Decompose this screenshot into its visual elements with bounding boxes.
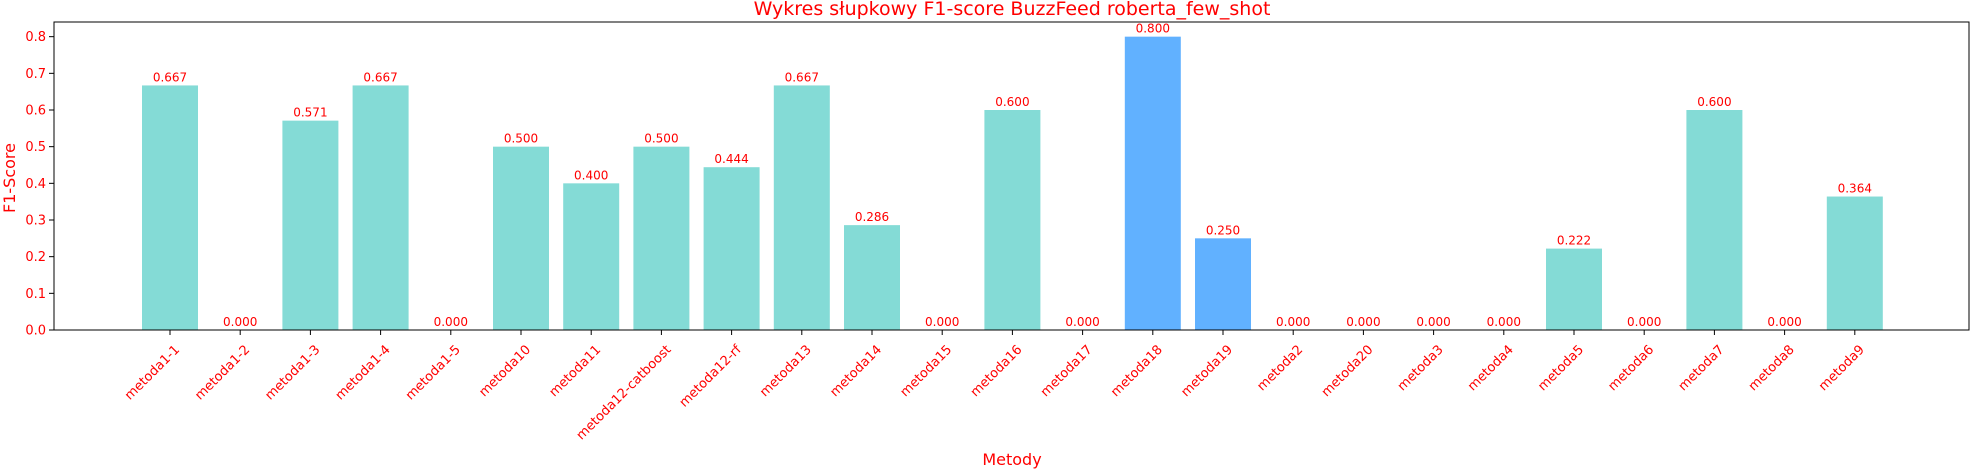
x-tick-label-metoda1-3: metoda1-3 <box>263 342 324 403</box>
x-tick-label-metoda8: metoda8 <box>1746 342 1798 394</box>
x-axis: metoda1-1 metoda1-2 metoda1-3 metoda1-4 meto… <box>122 330 1868 443</box>
data-label-metoda18: 0.800 <box>1136 22 1170 36</box>
data-label-metoda1-2: 0.000 <box>223 315 257 329</box>
x-tick-label-metoda9: metoda9 <box>1816 342 1868 394</box>
y-tick-label: 0.8 <box>25 30 46 45</box>
data-label-metoda13: 0.667 <box>785 70 819 84</box>
data-label-metoda3: 0.000 <box>1416 315 1450 329</box>
bar-metoda5 <box>1546 248 1602 330</box>
data-label-metoda5: 0.222 <box>1557 234 1591 248</box>
y-tick-label: 0.7 <box>25 67 46 82</box>
y-tick-label: 0.5 <box>25 140 46 155</box>
bar-metoda1-1 <box>142 85 198 330</box>
data-label-metoda19: 0.250 <box>1206 223 1240 237</box>
x-tick-label-metoda12-rf: metoda12-rf <box>677 342 745 410</box>
y-axis: 0.0 0.1 0.2 0.3 0.4 0.5 0.6 0.7 0.8 <box>25 30 54 339</box>
bar-metoda12-rf <box>703 167 760 330</box>
bar-metoda11 <box>563 183 620 330</box>
y-axis-label: F1-Score <box>0 143 19 213</box>
data-label-metoda12-rf: 0.444 <box>714 152 748 166</box>
bar-metoda10 <box>493 146 549 330</box>
bar-metoda12-catboost <box>633 146 690 330</box>
x-tick-label-metoda16: metoda16 <box>968 342 1026 400</box>
bar-metoda18 <box>1124 36 1181 331</box>
chart-title: Wykres słupkowy F1-score BuzzFeed robert… <box>754 0 1271 20</box>
data-label-metoda4: 0.000 <box>1487 315 1521 329</box>
x-tick-label-metoda14: metoda14 <box>827 342 885 400</box>
bar-metoda9 <box>1826 196 1883 330</box>
x-tick-label-metoda1-5: metoda1-5 <box>403 342 464 403</box>
x-tick-label-metoda1-2: metoda1-2 <box>192 342 253 403</box>
x-tick-label-metoda17: metoda17 <box>1038 342 1096 400</box>
data-label-metoda16: 0.600 <box>995 95 1029 109</box>
data-label-metoda14: 0.286 <box>855 210 889 224</box>
y-tick-label: 0.1 <box>25 287 46 302</box>
data-label-metoda9: 0.364 <box>1838 182 1872 196</box>
bar-metoda14 <box>844 225 900 330</box>
data-label-metoda10: 0.500 <box>504 132 538 146</box>
y-tick-label: 0.0 <box>25 324 46 339</box>
data-label-metoda1-4: 0.667 <box>363 70 397 84</box>
x-tick-label-metoda11: metoda11 <box>547 342 605 400</box>
x-tick-label-metoda2: metoda2 <box>1254 342 1306 394</box>
data-label-metoda1-3: 0.571 <box>293 106 327 120</box>
data-label-metoda1-1: 0.667 <box>153 70 187 84</box>
data-label-metoda6: 0.000 <box>1627 315 1661 329</box>
data-label-metoda8: 0.000 <box>1767 315 1801 329</box>
y-tick-label: 0.4 <box>25 177 46 192</box>
bar-metoda1-4 <box>352 85 409 330</box>
y-tick-label: 0.2 <box>25 250 46 265</box>
x-axis-label: Metody <box>982 450 1041 469</box>
y-tick-label: 0.6 <box>25 104 46 119</box>
plot-frame <box>53 21 1970 331</box>
x-tick-label-metoda10: metoda10 <box>476 342 534 400</box>
data-label-metoda20: 0.000 <box>1346 315 1380 329</box>
data-label-metoda17: 0.000 <box>1065 315 1099 329</box>
x-tick-label-metoda1-4: metoda1-4 <box>333 342 394 403</box>
bar-metoda19 <box>1195 238 1251 330</box>
data-label-metoda2: 0.000 <box>1276 315 1310 329</box>
x-tick-label-metoda15: metoda15 <box>898 342 956 400</box>
y-tick-label: 0.3 <box>25 214 46 229</box>
x-tick-label-metoda6: metoda6 <box>1605 342 1657 394</box>
bars-group <box>142 36 1883 331</box>
x-tick-label-metoda1-1: metoda1-1 <box>122 342 183 403</box>
x-tick-label-metoda18: metoda18 <box>1108 342 1166 400</box>
bar-metoda1-3 <box>282 120 339 330</box>
data-label-metoda15: 0.000 <box>925 315 959 329</box>
data-labels-group: 0.667 0.000 0.571 0.667 0.000 0.500 0.400 0.500… <box>153 22 1872 329</box>
bar-metoda7 <box>1686 110 1743 330</box>
bar-metoda13 <box>773 85 830 330</box>
data-label-metoda1-5: 0.000 <box>434 315 468 329</box>
x-tick-label-metoda7: metoda7 <box>1676 342 1728 394</box>
x-tick-label-metoda13: metoda13 <box>757 342 815 400</box>
x-tick-label-metoda19: metoda19 <box>1178 342 1236 400</box>
bar-metoda16 <box>984 110 1041 330</box>
x-tick-label-metoda5: metoda5 <box>1535 342 1587 394</box>
x-tick-label-metoda4: metoda4 <box>1465 342 1517 394</box>
x-tick-label-metoda20: metoda20 <box>1319 342 1377 400</box>
data-label-metoda12-catboost: 0.500 <box>644 132 678 146</box>
data-label-metoda11: 0.400 <box>574 168 608 182</box>
data-label-metoda7: 0.600 <box>1697 95 1731 109</box>
x-tick-label-metoda3: metoda3 <box>1395 342 1447 394</box>
